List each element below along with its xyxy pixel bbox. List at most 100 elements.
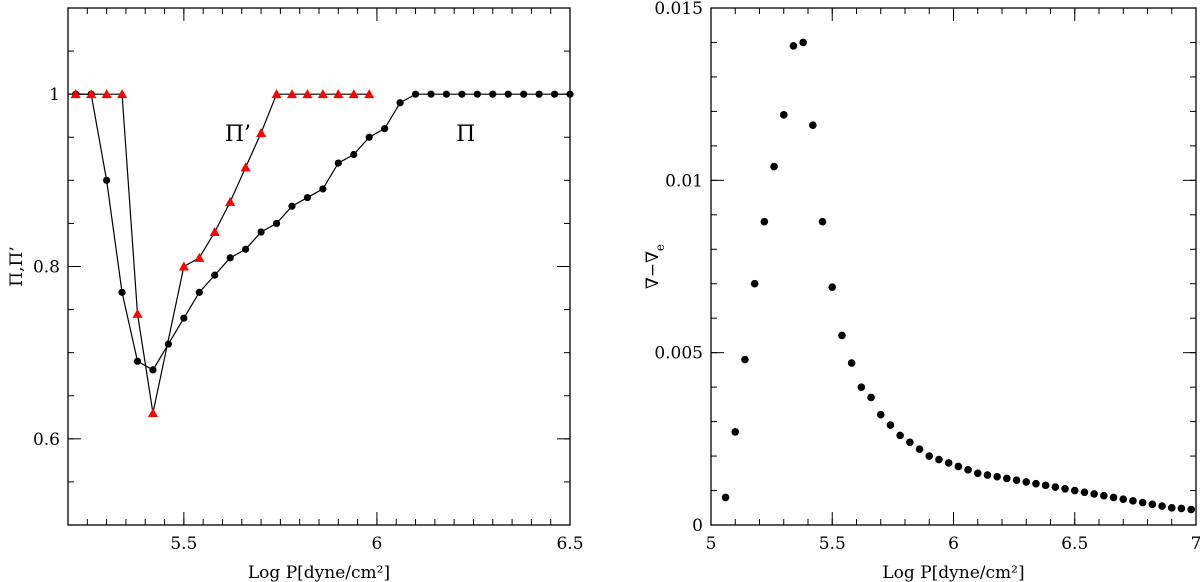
data-point [1100,491,1108,500]
series-pi-prime [70,89,375,417]
data-point [809,121,817,129]
plot-frame [710,7,1197,526]
data-point [779,111,788,119]
series [721,38,1195,514]
data-point-triangle [147,407,158,417]
data-point [1032,479,1040,488]
y-axis-label-main: ∇−∇ [643,251,663,289]
right-chart-panel: 5 5.5 6 6.5 7 0 0.005 0.01 0.015 Log P[dyne/cm²] ∇… [643,0,1200,582]
data-point [288,202,296,210]
y-tick-label: 0.8 [33,258,60,278]
data-point [489,90,497,98]
y-axis-label-subscript: e [653,244,667,251]
data-point [838,331,846,340]
data-point [272,219,281,228]
data-point [1129,497,1137,505]
data-point [1012,476,1021,484]
data-point [396,99,404,107]
data-point [1070,486,1079,495]
data-point [954,462,963,471]
data-point [118,288,126,296]
y-tick-label: 0.6 [33,430,60,450]
data-point [550,90,559,98]
data-point [180,314,188,322]
data-point [334,159,342,167]
x-tick-label: 5.5 [170,534,197,554]
data-point [944,459,953,467]
data-point [195,288,203,296]
y-tick-label: 0 [692,516,703,536]
data-point [504,90,512,98]
data-point-triangle [117,89,128,99]
data-point [915,445,924,453]
data-point [226,254,234,262]
data-point-triangle [333,89,344,99]
series-annotation: Π [456,122,475,147]
data-point [1148,500,1157,509]
data-point [973,469,982,478]
data-point [103,176,111,184]
data-point-triangle [286,89,297,99]
data-point [133,357,142,365]
y-tick-label: 0.01 [665,171,703,191]
data-point [1041,481,1050,490]
data-point [1109,493,1118,502]
data-point-triangle [302,89,313,99]
data-point [760,217,769,226]
data-point [242,245,250,253]
y-tick-label: 0.005 [654,344,703,364]
data-point [867,393,875,402]
data-point [1051,483,1060,491]
data-point [473,90,481,98]
data-point-triangle [178,261,189,271]
data-point [993,472,1001,481]
data-point [458,90,466,98]
x-tick-label: 6 [372,534,383,554]
data-point [886,421,895,429]
data-point [1138,498,1147,507]
data-point [411,90,420,98]
data-point [750,279,759,288]
data-point-triangle [317,89,328,99]
data-point [935,455,943,464]
x-axis-label: Log P[dyne/cm²] [882,563,1024,582]
data-point-triangle [86,89,97,99]
data-point [1022,478,1031,486]
data-point-triangle [240,162,251,172]
data-point [1090,490,1098,498]
data-point [906,438,914,447]
data-point [1119,495,1128,503]
data-point [876,410,885,419]
data-point [520,90,528,98]
data-point [1003,474,1011,483]
data-point-triangle [101,89,112,99]
data-point [1177,504,1186,513]
data-point [427,90,435,98]
data-point [1167,503,1176,512]
data-point [818,217,827,226]
data-point-triangle [132,308,143,318]
data-point-triangle [209,227,220,237]
x-tick-label: 5.5 [819,534,846,554]
data-point-triangle [70,89,81,99]
series-pi-line [75,93,570,371]
series-pi [72,90,574,374]
data-point [149,366,157,374]
data-point [1080,488,1089,497]
data-point [319,185,327,193]
data-point [381,125,389,133]
y-tick-label: 1 [49,85,60,105]
data-point [741,355,749,364]
data-point [731,428,740,436]
y-axis-label: ∇−∇e [643,244,667,289]
data-point [1158,502,1166,510]
series-pi-prime-line [75,93,370,414]
data-point [828,283,837,291]
data-point [1061,485,1069,493]
data-point [365,133,373,141]
y-tick-label: 0.015 [654,0,703,19]
data-point [721,493,730,502]
data-point [925,452,934,460]
data-point [964,466,972,474]
